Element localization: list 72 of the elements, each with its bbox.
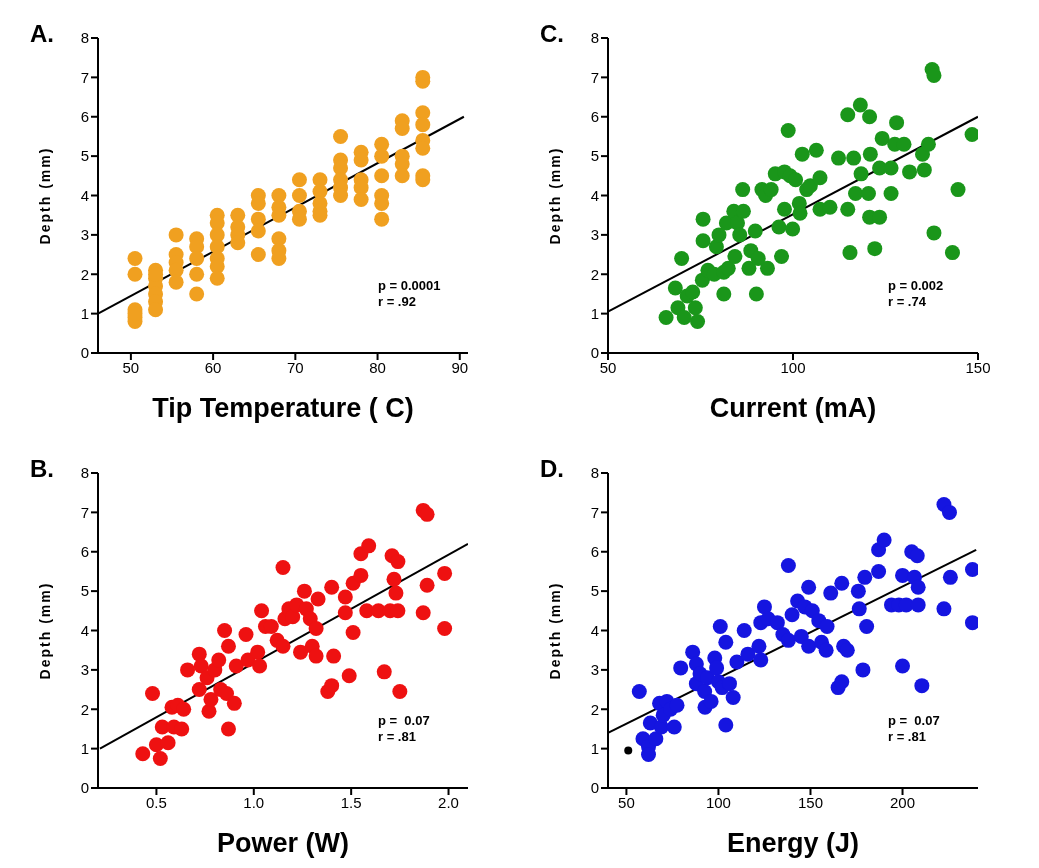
annotation: p = 0.07 [888,713,940,729]
annotation: r = .81 [378,729,417,745]
y-tick-label: 0 [80,779,89,797]
chart-title: A. [30,20,54,48]
chart-title: C. [540,20,564,48]
y-tick-label: 5 [80,582,89,600]
y-tick-label: 0 [80,344,89,362]
x-tick-label: 1.5 [340,793,362,811]
x-axis-title: Power (W) [217,828,349,858]
annotation: r = .81 [888,729,927,745]
y-tick-label: 0 [590,779,599,797]
y-tick-label: 8 [590,464,599,482]
y-tick-label: 7 [590,68,599,86]
x-tick-label: 50 [618,793,635,811]
y-tick-label: 7 [80,68,89,86]
annotation: p = 0.0001 [378,278,441,294]
x-tick-label: 80 [369,358,386,376]
y-tick-label: 8 [80,29,89,47]
y-tick-label: 2 [80,265,89,283]
y-tick-label: 1 [590,304,599,322]
annotation: r = .74 [888,294,927,310]
y-tick-label: 1 [80,304,89,322]
y-axis-title: Depth (mm) [36,581,53,680]
x-tick-label: 70 [286,358,304,376]
y-tick-label: 0 [590,344,599,362]
y-tick-label: 2 [590,700,599,718]
x-tick-label: 50 [122,358,140,376]
y-axis-title: Depth (mm) [36,146,53,245]
x-tick-label: 90 [451,358,469,376]
x-tick-label: 100 [705,793,731,811]
annotation: p = 0.07 [378,713,430,729]
y-tick-label: 6 [590,108,599,126]
y-tick-label: 4 [80,621,89,639]
x-tick-label: 150 [965,358,991,376]
x-tick-label: 60 [204,358,222,376]
chart-title: D. [540,455,564,483]
y-tick-label: 4 [590,621,599,639]
x-tick-label: 1.0 [243,793,265,811]
x-tick-label: 150 [797,793,823,811]
y-tick-label: 2 [590,265,599,283]
x-tick-label: 2.0 [438,793,459,811]
y-tick-label: 5 [80,147,89,165]
y-tick-label: 1 [590,739,599,757]
y-axis-title: Depth (mm) [546,581,563,680]
y-tick-label: 6 [80,543,89,561]
annotation: r = .92 [378,294,417,310]
y-tick-label: 5 [590,147,599,165]
annotation: p = 0.002 [888,278,944,294]
y-tick-label: 8 [80,464,89,482]
y-tick-label: 3 [80,226,89,244]
y-tick-label: 6 [80,108,89,126]
x-axis-title: Current (mA) [709,393,877,423]
y-tick-label: 5 [590,582,599,600]
y-tick-label: 3 [590,661,599,679]
y-tick-label: 4 [80,186,89,204]
y-tick-label: 6 [590,543,599,561]
x-tick-label: 200 [890,793,916,811]
y-tick-label: 7 [590,503,599,521]
y-tick-label: 1 [80,739,89,757]
y-tick-label: 8 [590,29,599,47]
y-axis-title: Depth (mm) [546,146,563,245]
x-tick-label: 50 [599,358,617,376]
x-tick-label: 0.5 [145,793,167,811]
y-tick-label: 3 [590,226,599,244]
y-tick-label: 7 [80,503,89,521]
x-axis-title: Energy (J) [726,828,860,858]
chart-title: B. [30,455,54,483]
x-axis-title: Tip Temperature ( C) [152,393,414,423]
y-tick-label: 4 [590,186,599,204]
x-tick-label: 100 [780,358,806,376]
y-tick-label: 3 [80,661,89,679]
y-tick-label: 2 [80,700,89,718]
